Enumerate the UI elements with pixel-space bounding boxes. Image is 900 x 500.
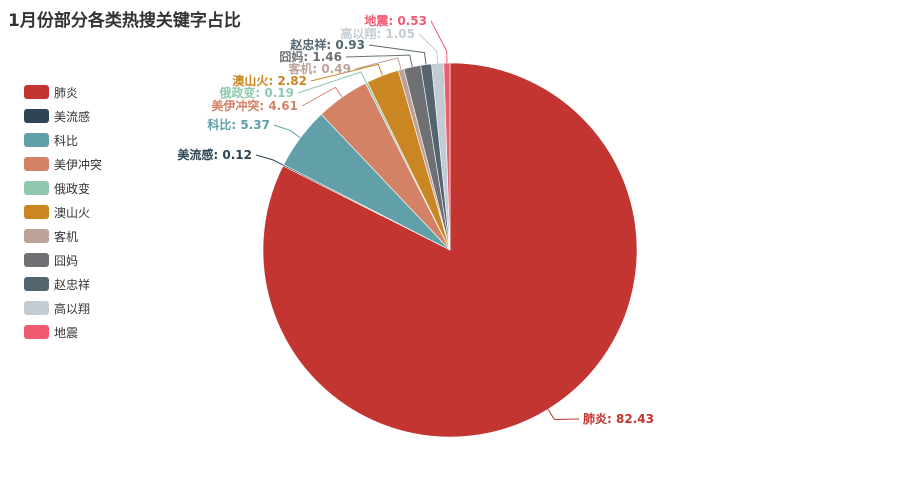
legend-item[interactable]: 澳山火 xyxy=(24,200,102,224)
legend-item[interactable]: 科比 xyxy=(24,128,102,152)
legend-label: 俄政变 xyxy=(54,181,91,196)
label-leader-line xyxy=(418,33,439,64)
legend-swatch xyxy=(24,229,49,243)
legend-item[interactable]: 美伊冲突 xyxy=(24,152,102,176)
legend-label: 囧妈 xyxy=(54,253,79,268)
legend-swatch xyxy=(24,181,49,195)
slice-data-label: 澳山火: 2.82 xyxy=(232,73,307,88)
label-leader-line xyxy=(368,44,427,65)
pie-slice[interactable] xyxy=(443,62,451,251)
label-leader-line xyxy=(297,71,367,94)
legend-swatch xyxy=(24,253,49,267)
legend-swatch xyxy=(24,133,49,147)
legend-swatch xyxy=(24,205,49,219)
legend-swatch xyxy=(24,301,49,315)
legend-label: 科比 xyxy=(54,133,79,148)
label-leader-line xyxy=(273,124,301,139)
legend-label: 美流感 xyxy=(54,109,91,124)
slice-data-label: 高以翔: 1.05 xyxy=(340,26,415,41)
legend-label: 肺炎 xyxy=(54,85,79,100)
legend-label: 赵忠祥 xyxy=(54,277,91,292)
slice-data-label: 科比: 5.37 xyxy=(207,117,270,132)
legend-item[interactable]: 赵忠祥 xyxy=(24,272,102,296)
legend: 肺炎美流感科比美伊冲突俄政变澳山火客机囧妈赵忠祥高以翔地震 xyxy=(24,80,102,344)
legend-item[interactable]: 肺炎 xyxy=(24,80,102,104)
legend-label: 美伊冲突 xyxy=(54,157,103,172)
legend-swatch xyxy=(24,85,49,99)
legend-item[interactable]: 美流感 xyxy=(24,104,102,128)
slice-data-label: 地震: 0.53 xyxy=(364,13,427,28)
slice-data-label: 俄政变: 0.19 xyxy=(218,85,294,100)
slice-data-label: 美伊冲突: 4.61 xyxy=(211,98,298,113)
label-leader-line xyxy=(301,86,343,107)
legend-label: 地震 xyxy=(54,325,79,340)
slice-data-label: 客机: 0.49 xyxy=(287,61,351,76)
slice-data-label: 美流感: 0.12 xyxy=(177,147,252,162)
legend-label: 客机 xyxy=(54,229,79,244)
legend-label: 高以翔 xyxy=(54,301,91,316)
legend-item[interactable]: 高以翔 xyxy=(24,296,102,320)
label-leader-line xyxy=(345,54,413,67)
legend-item[interactable]: 囧妈 xyxy=(24,248,102,272)
label-leader-line xyxy=(310,63,384,82)
legend-label: 澳山火 xyxy=(54,205,91,220)
label-leader-line xyxy=(547,408,580,420)
label-leader-line xyxy=(430,20,448,64)
chart-title: 1月份部分各类热搜关键字占比 xyxy=(8,11,241,31)
slice-data-label: 肺炎: 82.43 xyxy=(583,411,654,426)
legend-item[interactable]: 客机 xyxy=(24,224,102,248)
legend-swatch xyxy=(24,157,49,171)
slice-data-label: 囧妈: 1.46 xyxy=(279,49,342,64)
label-leader-line xyxy=(354,57,402,70)
slice-data-label: 赵忠祥: 0.93 xyxy=(289,37,365,52)
label-leader-line xyxy=(255,154,284,166)
legend-item[interactable]: 俄政变 xyxy=(24,176,102,200)
legend-swatch xyxy=(24,277,49,291)
legend-item[interactable]: 地震 xyxy=(24,320,102,344)
legend-swatch xyxy=(24,325,49,339)
legend-swatch xyxy=(24,109,49,123)
